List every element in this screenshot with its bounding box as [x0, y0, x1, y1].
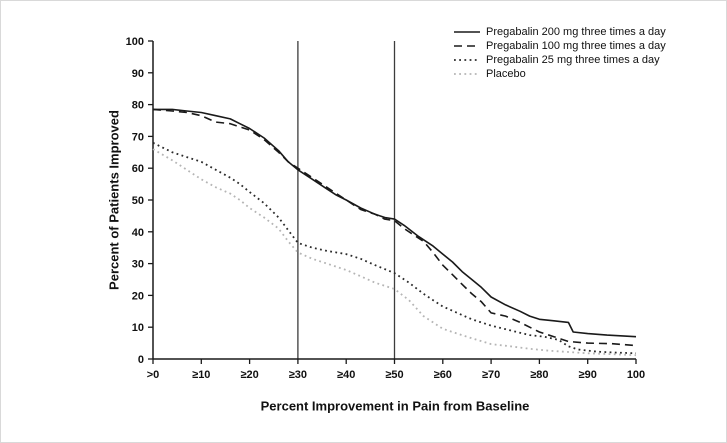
y-tick-label: 50 — [132, 195, 144, 207]
x-tick-label: ≥70 — [482, 369, 500, 381]
y-tick-label: 70 — [132, 131, 144, 143]
y-tick-label: 90 — [132, 68, 144, 80]
legend-item-placebo: Placebo — [453, 67, 666, 81]
x-tick-label: 100 — [627, 369, 645, 381]
y-tick-label: 0 — [138, 354, 144, 366]
legend-item-pregabalin-200mg: Pregabalin 200 mg three times a day — [453, 25, 666, 39]
legend-line-dotted-light-icon — [454, 73, 480, 75]
x-tick-label: ≥60 — [434, 369, 452, 381]
y-tick-label: 80 — [132, 100, 144, 112]
y-tick-label: 60 — [132, 163, 144, 175]
x-tick-label: ≥30 — [289, 369, 307, 381]
y-tick-label: 10 — [132, 322, 144, 334]
legend: Pregabalin 200 mg three times a day Preg… — [453, 25, 666, 81]
y-tick-label: 100 — [126, 36, 144, 48]
series-line-0 — [153, 108, 637, 338]
series-line-2 — [152, 141, 637, 355]
legend-label: Pregabalin 25 mg three times a day — [486, 54, 660, 66]
legend-label: Pregabalin 100 mg three times a day — [486, 40, 666, 52]
series-line-3 — [152, 148, 637, 357]
y-tick-label: 40 — [132, 227, 144, 239]
legend-item-pregabalin-25mg: Pregabalin 25 mg three times a day — [453, 53, 666, 67]
x-tick-label: ≥50 — [385, 369, 403, 381]
x-axis-title: Percent Improvement in Pain from Baselin… — [260, 398, 530, 414]
x-tick-label: ≥90 — [579, 369, 597, 381]
y-tick-label: 30 — [132, 259, 144, 271]
y-tick-label: 20 — [132, 290, 144, 302]
legend-item-pregabalin-100mg: Pregabalin 100 mg three times a day — [453, 39, 666, 53]
x-tick-label: ≥40 — [337, 369, 355, 381]
x-tick-label: ≥80 — [530, 369, 548, 381]
legend-line-dashed-icon — [454, 45, 480, 47]
legend-label: Placebo — [486, 68, 526, 80]
legend-line-dotted-icon — [454, 59, 480, 61]
series-line-1 — [152, 108, 637, 347]
y-axis-title: Percent of Patients Improved — [106, 110, 122, 290]
legend-label: Pregabalin 200 mg three times a day — [486, 26, 666, 38]
legend-line-solid-icon — [454, 31, 480, 33]
x-tick-label: ≥10 — [192, 369, 210, 381]
x-tick-label: >0 — [147, 369, 160, 381]
x-tick-label: ≥20 — [240, 369, 258, 381]
